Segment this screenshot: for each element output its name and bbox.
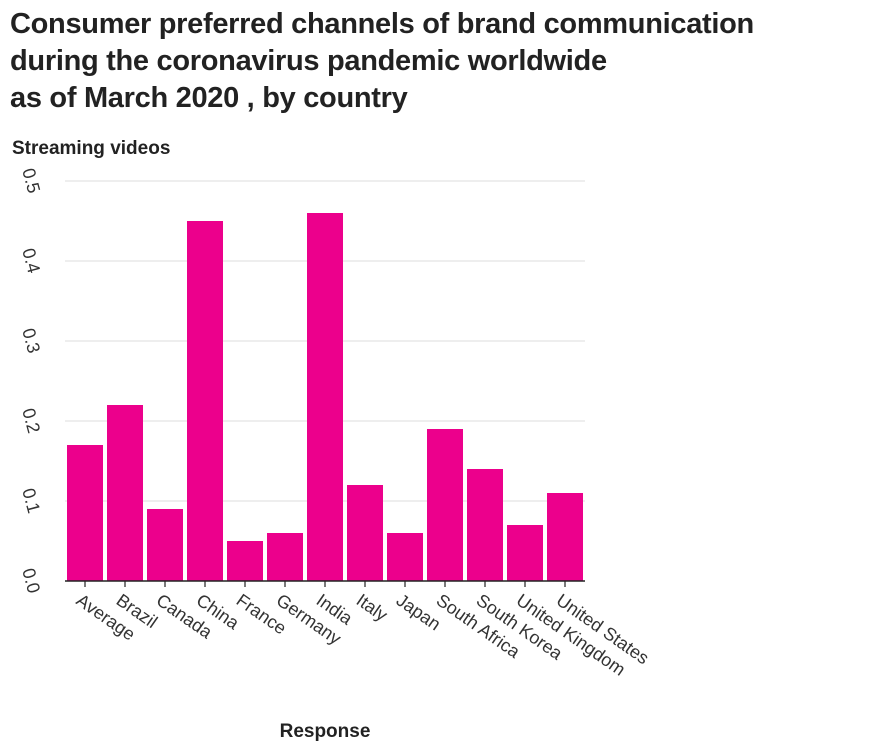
chart-title-line-1: Consumer preferred channels of brand com… <box>10 8 754 40</box>
bar-brazil <box>107 405 143 581</box>
chart-title-line-2: during the coronavirus pandemic worldwid… <box>10 45 607 77</box>
chart-title-line-3: as of March 2020 , by country <box>10 82 408 114</box>
x-tick-label: Italy <box>353 590 392 625</box>
y-tick-label: 0.5 <box>18 166 44 195</box>
bars <box>67 213 583 581</box>
bar-china <box>187 221 223 581</box>
bar-france <box>227 541 263 581</box>
bar-average <box>67 445 103 581</box>
y-tick-label: 0.1 <box>18 486 44 515</box>
bar-united-states <box>547 493 583 581</box>
y-tick-label: 0.0 <box>18 566 44 595</box>
bar-south-korea <box>467 469 503 581</box>
chart-title: Consumer preferred channels of brand com… <box>10 6 880 117</box>
y-axis-title: Streaming videos <box>12 138 170 159</box>
bar-south-africa <box>427 429 463 581</box>
bar-germany <box>267 533 303 581</box>
y-tick-label: 0.3 <box>18 326 44 355</box>
bar-japan <box>387 533 423 581</box>
x-tick-label: Japan <box>393 590 445 635</box>
bar-united-kingdom <box>507 525 543 581</box>
y-tick-label: 0.4 <box>18 246 44 275</box>
bar-italy <box>347 485 383 581</box>
x-axis-title: Response <box>280 721 371 742</box>
bar-india <box>307 213 343 581</box>
y-tick-label: 0.2 <box>18 406 44 435</box>
bar-canada <box>147 509 183 581</box>
